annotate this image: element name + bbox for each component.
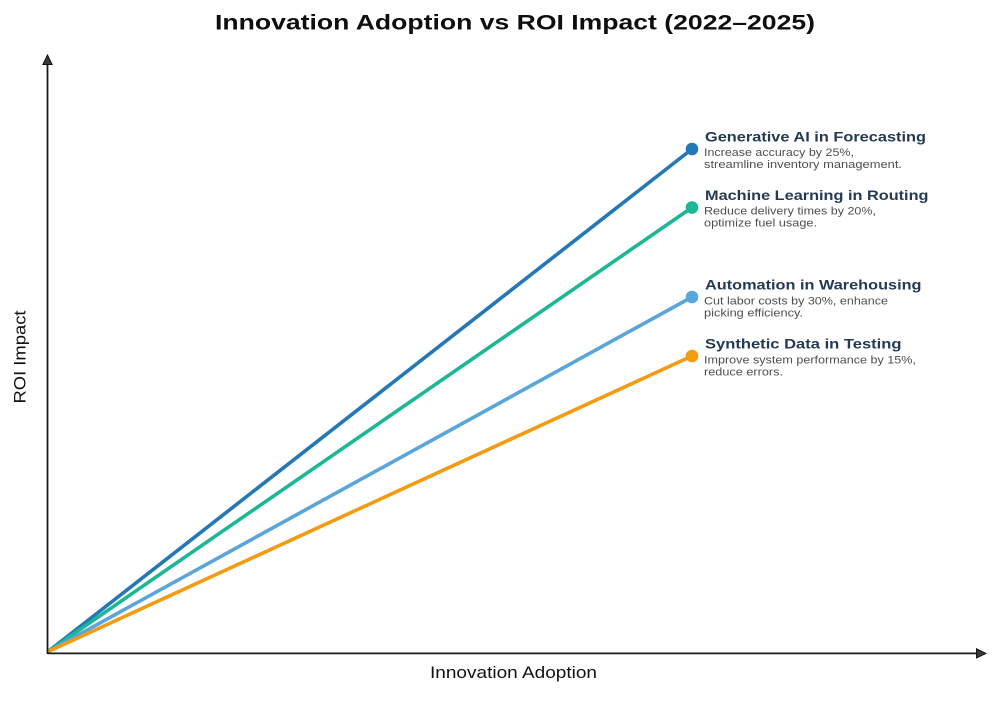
svg-text:picking efficiency.: picking efficiency. (704, 308, 803, 320)
svg-text:Machine Learning in Routing: Machine Learning in Routing (705, 187, 929, 203)
svg-text:Reduce delivery times by 20%,: Reduce delivery times by 20%, (704, 206, 876, 218)
svg-text:streamline inventory managemen: streamline inventory management. (704, 159, 902, 171)
svg-text:Improve system performance by: Improve system performance by 15%, (704, 355, 916, 367)
svg-text:optimize fuel usage.: optimize fuel usage. (704, 218, 817, 230)
svg-text:Synthetic Data in Testing: Synthetic Data in Testing (705, 336, 902, 352)
svg-text:Cut labor costs by 30%, enhanc: Cut labor costs by 30%, enhance (704, 296, 888, 308)
svg-text:Generative AI in Forecasting: Generative AI in Forecasting (705, 129, 926, 145)
svg-text:Innovation Adoption: Innovation Adoption (430, 663, 597, 682)
svg-text:Automation in Warehousing: Automation in Warehousing (705, 277, 922, 293)
svg-text:ROI Impact: ROI Impact (11, 310, 30, 403)
svg-text:Innovation Adoption vs ROI Imp: Innovation Adoption vs ROI Impact (2022–… (215, 11, 815, 35)
svg-text:reduce errors.: reduce errors. (704, 367, 783, 379)
svg-text:Increase accuracy by 25%,: Increase accuracy by 25%, (704, 147, 854, 159)
